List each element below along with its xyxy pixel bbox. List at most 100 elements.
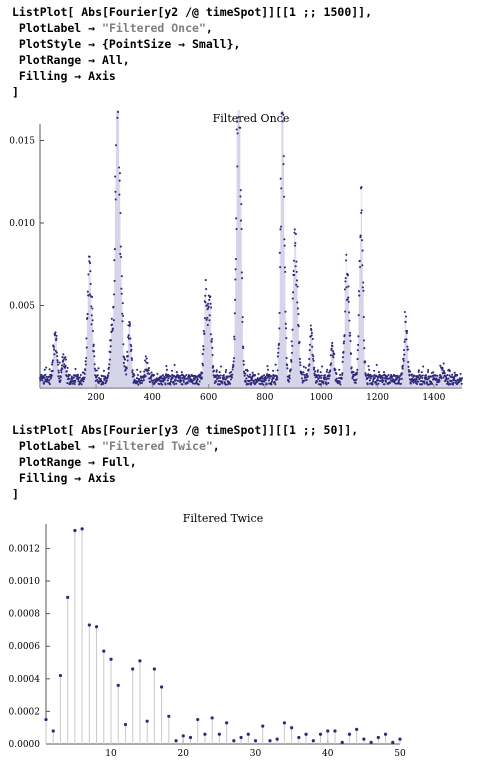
data-point: [234, 298, 237, 301]
data-point: [111, 323, 114, 326]
data-point: [361, 239, 364, 242]
data-point: [167, 377, 170, 380]
code-line: ListPlot[ Abs[Fourier[y2 /@ timeSpot]][[…: [12, 4, 372, 20]
code-text: ,: [205, 21, 213, 35]
data-point: [239, 189, 242, 192]
data-point: [212, 369, 216, 372]
data-point: [263, 374, 266, 377]
data-point: [112, 305, 115, 308]
data-point: [118, 179, 121, 182]
data-point: [62, 353, 65, 356]
data-point: [53, 334, 56, 337]
input-cell-filtered-once[interactable]: ListPlot[ Abs[Fourier[y2 /@ timeSpot]][[…: [12, 4, 372, 100]
data-point: [401, 364, 404, 367]
data-point: [56, 363, 60, 366]
data-point: [100, 379, 103, 382]
data-point: [319, 383, 323, 386]
data-point: [217, 376, 220, 379]
data-point: [48, 368, 51, 371]
data-point: [76, 373, 80, 376]
data-point: [90, 305, 93, 308]
data-point: [391, 375, 394, 378]
data-point: [118, 166, 121, 169]
data-point: [316, 369, 319, 372]
data-point: [113, 248, 116, 251]
data-point: [188, 735, 193, 740]
data-point: [241, 320, 244, 323]
data-point: [280, 187, 283, 190]
y-tick-label: 0.0004: [9, 675, 41, 685]
data-point: [136, 374, 140, 377]
data-point: [412, 381, 415, 384]
data-points: [38, 110, 464, 386]
data-point: [393, 379, 397, 382]
data-point: [304, 732, 308, 736]
data-point: [420, 371, 423, 374]
data-point: [277, 347, 280, 350]
data-point: [371, 375, 374, 378]
data-point: [167, 714, 171, 718]
data-point: [122, 361, 125, 365]
data-point: [198, 380, 201, 383]
data-point: [91, 319, 94, 322]
data-point: [45, 375, 48, 378]
input-cell-filtered-twice[interactable]: ListPlot[ Abs[Fourier[y3 /@ timeSpot]][[…: [12, 422, 358, 502]
data-point: [225, 721, 229, 725]
data-point: [442, 376, 445, 379]
data-point: [150, 371, 153, 374]
data-point: [186, 381, 189, 384]
data-point: [434, 374, 437, 377]
data-point: [277, 351, 280, 354]
data-point: [85, 346, 88, 349]
data-point: [163, 377, 167, 380]
data-point: [436, 374, 439, 377]
data-point: [438, 379, 441, 382]
data-point: [366, 376, 369, 379]
data-point: [56, 359, 59, 362]
data-point: [138, 659, 142, 663]
x-tick-label: 1200: [366, 393, 389, 403]
data-point: [350, 352, 353, 355]
data-point: [347, 732, 352, 736]
data-point: [53, 348, 56, 351]
data-point: [205, 318, 208, 321]
data-point: [302, 365, 305, 368]
data-point: [181, 734, 185, 738]
data-point: [282, 163, 285, 166]
data-point: [39, 379, 42, 382]
data-point: [318, 732, 323, 736]
data-point: [331, 354, 334, 357]
data-point: [312, 368, 315, 371]
data-point: [312, 357, 315, 360]
data-point: [131, 358, 134, 362]
data-point: [208, 319, 211, 322]
data-point: [69, 381, 73, 384]
code-text: Filling → Axis: [12, 69, 116, 83]
data-point: [355, 727, 359, 731]
data-point: [296, 301, 299, 304]
data-point: [447, 377, 450, 380]
data-point: [135, 377, 138, 380]
data-point: [160, 375, 163, 378]
data-point: [58, 361, 61, 364]
data-point: [97, 367, 100, 370]
data-point: [44, 373, 47, 376]
data-point: [282, 721, 287, 725]
data-point: [334, 368, 337, 371]
data-point: [232, 360, 235, 363]
data-point: [288, 374, 291, 377]
code-text: PlotRange → All,: [12, 53, 130, 67]
data-point: [183, 375, 187, 378]
data-point: [41, 379, 44, 382]
data-point: [114, 175, 117, 178]
data-point: [87, 623, 91, 627]
chart-title: Filtered Twice: [183, 512, 263, 525]
data-point: [210, 716, 214, 720]
data-point: [128, 321, 131, 324]
data-point: [118, 193, 121, 196]
data-point: [92, 343, 95, 346]
data-point: [113, 259, 116, 262]
data-point: [97, 382, 100, 385]
data-point: [278, 311, 281, 315]
data-point: [169, 375, 172, 378]
